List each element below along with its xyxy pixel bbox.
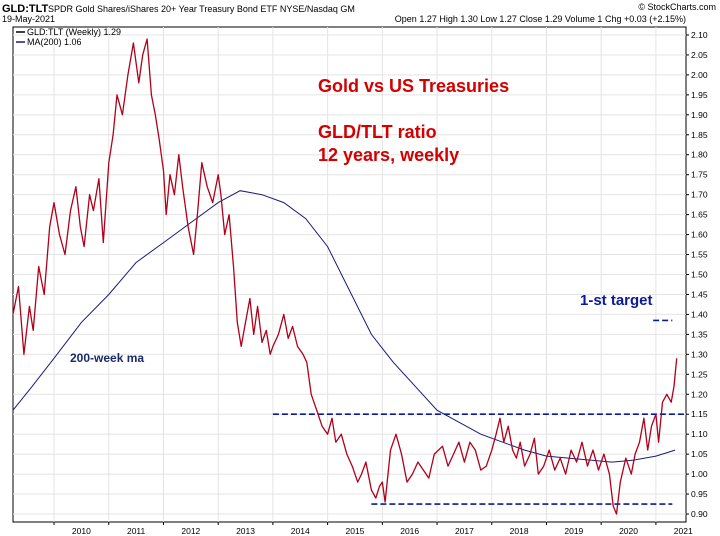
x-axis: 2010 2011 2012 2013 2014 2015 2016 2017 2018 2019… xyxy=(53,522,693,536)
y-tick-label: 1.50 xyxy=(691,270,708,280)
y-tick-label: 1.75 xyxy=(691,170,708,180)
annotation-target: 1-st target xyxy=(580,292,653,309)
symbol-label: GLD:TLT xyxy=(2,3,49,15)
y-tick-label: 1.65 xyxy=(691,210,708,220)
ohlc-readout: Open 1.27 High 1.30 Low 1.27 Close 1.29 … xyxy=(395,14,686,24)
symbol-description: SPDR Gold Shares/iShares 20+ Year Treasu… xyxy=(48,4,355,14)
x-tick-label: 2016 xyxy=(400,526,419,536)
y-tick-label: 0.90 xyxy=(691,509,708,519)
credit-label: © StockCharts.com xyxy=(638,2,716,12)
reference-lines xyxy=(272,319,686,505)
y-tick-label: 1.45 xyxy=(691,289,708,299)
x-tick-label: 2010 xyxy=(72,526,91,536)
y-tick-label: 1.20 xyxy=(691,389,708,399)
y-tick-label: 1.15 xyxy=(691,409,708,419)
x-tick-label: 2013 xyxy=(236,526,255,536)
legend-price-label: GLD:TLT (Weekly) 1.29 xyxy=(27,27,121,37)
x-tick-label: 2019 xyxy=(564,526,583,536)
price-series-line xyxy=(12,38,678,515)
x-tick-label: 2021 xyxy=(674,526,693,536)
y-tick-label: 1.05 xyxy=(691,449,708,459)
x-tick-label: 2018 xyxy=(510,526,529,536)
grid-lines xyxy=(13,27,686,522)
y-tick-label: 2.00 xyxy=(691,70,708,80)
y-tick-label: 1.00 xyxy=(691,469,708,479)
y-tick-label: 0.95 xyxy=(691,489,708,499)
y-tick-label: 2.05 xyxy=(691,50,708,60)
annotation-ma-label: 200-week ma xyxy=(70,351,144,365)
legend-ma-label: MA(200) 1.06 xyxy=(27,37,82,47)
y-tick-label: 1.70 xyxy=(691,190,708,200)
y-tick-label: 1.60 xyxy=(691,230,708,240)
annotation-title: Gold vs US Treasuries xyxy=(318,76,509,96)
x-tick-label: 2012 xyxy=(181,526,200,536)
annotation-subtitle-1: GLD/TLT ratio xyxy=(318,122,437,142)
y-tick-label: 1.90 xyxy=(691,110,708,120)
y-tick-label: 1.85 xyxy=(691,130,708,140)
y-tick-label: 1.80 xyxy=(691,150,708,160)
y-tick-label: 1.30 xyxy=(691,349,708,359)
y-tick-label: 1.55 xyxy=(691,250,708,260)
y-tick-label: 1.40 xyxy=(691,309,708,319)
x-tick-label: 2015 xyxy=(346,526,365,536)
y-tick-label: 1.95 xyxy=(691,90,708,100)
annotation-subtitle-2: 12 years, weekly xyxy=(318,145,459,165)
y-tick-label: 1.10 xyxy=(691,429,708,439)
y-tick-label: 2.10 xyxy=(691,30,708,40)
x-tick-label: 2011 xyxy=(127,526,146,536)
date-label: 19-May-2021 xyxy=(2,14,55,24)
y-tick-label: 1.25 xyxy=(691,369,708,379)
ma200-series-line xyxy=(12,190,676,463)
y-axis: 0.90 0.95 1.00 1.05 1.10 1.15 1.20 1.25 1.30 1.35… xyxy=(686,30,708,519)
y-tick-label: 1.35 xyxy=(691,329,708,339)
x-tick-label: 2017 xyxy=(455,526,474,536)
x-tick-label: 2014 xyxy=(291,526,310,536)
x-tick-label: 2020 xyxy=(619,526,638,536)
